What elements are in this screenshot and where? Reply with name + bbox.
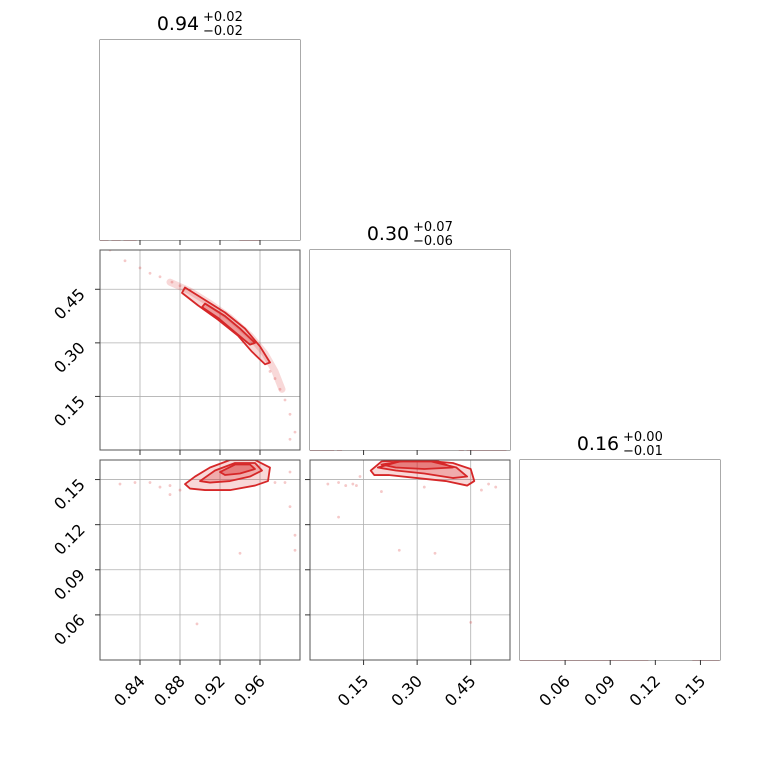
scatter-point <box>397 548 401 552</box>
scatter-point <box>170 280 174 284</box>
histogram-title-lower-error: −0.02 <box>203 24 243 39</box>
panel-background <box>520 460 720 660</box>
histogram-title-median: 0.94 <box>157 13 199 35</box>
scatter-point <box>487 482 490 486</box>
scatter-point <box>118 482 122 486</box>
scatter-point <box>158 275 162 279</box>
panel-background <box>100 460 300 660</box>
x-tick-label: 0.09 <box>580 671 619 710</box>
contour-inner <box>219 463 256 476</box>
panel-frame <box>99 459 301 661</box>
x-tick-label: 0.15 <box>671 671 710 710</box>
scatter-point <box>433 551 437 555</box>
contour-inner <box>380 460 454 470</box>
scatter-point <box>326 482 330 486</box>
y-tick-label: 0.15 <box>50 475 89 514</box>
joint-panel-p2_vs_p0 <box>99 459 301 661</box>
scatter-point <box>351 482 355 486</box>
x-tick-label: 0.88 <box>150 671 189 710</box>
scatter-point <box>288 412 292 416</box>
joint-panel-p1_vs_p0 <box>99 249 301 451</box>
scatter-point <box>283 398 287 402</box>
scatter-point <box>123 259 127 263</box>
panel-background <box>310 460 510 660</box>
scatter-point <box>195 622 199 626</box>
scatter-point <box>278 387 282 391</box>
scatter-point <box>148 481 152 484</box>
panel-background <box>100 40 300 240</box>
scatter-point <box>355 484 358 487</box>
panel-frame <box>99 249 301 451</box>
scatter-point <box>358 475 362 478</box>
scatter-point <box>337 481 340 484</box>
x-tick-label: 0.92 <box>190 671 229 710</box>
panel-background <box>100 250 300 450</box>
scatter-point <box>344 484 348 487</box>
scatter-point <box>168 493 172 496</box>
scatter-point <box>158 485 162 489</box>
contour-inner <box>201 302 256 346</box>
x-tick-label: 0.96 <box>230 671 269 710</box>
scatter-point <box>138 266 142 270</box>
histogram-title-upper-error: +0.00 <box>623 430 663 445</box>
x-tick-label: 0.84 <box>110 671 149 710</box>
histogram-title-lower-error: −0.01 <box>623 444 663 459</box>
scatter-point <box>293 548 297 552</box>
scatter-point <box>178 284 182 288</box>
scatter-point <box>288 505 292 509</box>
scatter-point <box>480 488 483 492</box>
scatter-point <box>168 484 172 487</box>
y-tick-label: 0.45 <box>50 285 89 324</box>
joint-content <box>108 250 297 441</box>
joint-content <box>118 460 297 626</box>
histogram-title-median: 0.16 <box>577 433 619 455</box>
scatter-point <box>268 370 272 373</box>
scatter-point <box>273 481 277 484</box>
scatter-point <box>469 621 473 624</box>
histogram-title-lower-error: −0.06 <box>413 234 453 249</box>
x-tick-label: 0.12 <box>626 671 665 710</box>
panel-frame <box>309 459 511 661</box>
scatter-point <box>148 271 152 275</box>
scatter-point <box>273 377 277 380</box>
scatter-point <box>494 485 498 489</box>
y-tick-label: 0.12 <box>50 520 89 559</box>
scatter-point <box>293 430 297 434</box>
scatter-point <box>380 490 383 493</box>
scatter-point <box>283 481 287 484</box>
y-tick-label: 0.09 <box>50 565 89 604</box>
contour-outer <box>181 286 271 366</box>
x-tick-label: 0.30 <box>387 671 426 710</box>
y-tick-label: 0.30 <box>50 338 89 377</box>
x-tick-label: 0.45 <box>441 671 480 710</box>
scatter-point <box>293 533 297 537</box>
y-tick-label: 0.15 <box>50 392 89 431</box>
scatter-point <box>178 488 182 492</box>
x-tick-label: 0.06 <box>535 671 574 710</box>
y-tick-label: 0.06 <box>50 610 89 649</box>
panel-background <box>310 250 510 450</box>
scatter-point <box>337 515 340 519</box>
scatter-point <box>133 481 137 484</box>
histogram-title-median: 0.30 <box>367 223 409 245</box>
scatter-point <box>288 437 292 441</box>
contour-middle <box>199 462 263 484</box>
joint-panel-p2_vs_p1 <box>309 459 511 661</box>
histogram-title-upper-error: +0.07 <box>413 220 453 235</box>
histogram-title-upper-error: +0.02 <box>203 10 243 25</box>
scatter-point <box>288 470 292 474</box>
scatter-point <box>238 551 242 555</box>
scatter-point <box>422 485 426 489</box>
x-tick-label: 0.15 <box>334 671 373 710</box>
